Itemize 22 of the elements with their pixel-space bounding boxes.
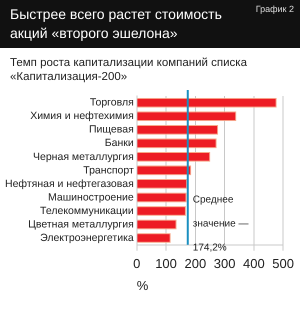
y-tick-label: Пищевая [89,124,134,136]
y-tick-label: Банки [104,137,134,150]
y-tick-label: Торговля [90,96,134,109]
y-tick-label: Машиностроение [48,191,134,204]
chart-title: Быстрее всего растет стоимость акций «второго эшелона» [10,5,223,43]
x-axis-title: % [136,278,149,293]
x-tick-label: 200 [184,256,206,272]
x-tick-label: 300 [214,256,236,272]
text: График 2 [256,4,294,14]
x-tick-label: 0 [133,256,140,272]
chart-subtitle: Темп роста капитализации компаний списка «Капитализация-200» [9,56,248,85]
x-tick-label: 100 [155,256,177,272]
y-tick-label: Химия и нефтехимия [30,110,134,122]
x-tick-label: 500 [272,256,294,272]
y-tick-label: Транспорт [83,164,134,176]
x-tick-label: 400 [243,256,265,272]
text: Среднее значение — 174,2% [192,194,248,254]
y-tick-label: Нефтяная и нефтегазовая [4,178,134,190]
y-tick-label: Телекоммуникации [40,204,134,217]
y-tick-label: Черная металлургия [33,150,134,163]
y-tick-label: Электроэнергетика [40,232,134,244]
y-tick-label: Цветная металлургия [28,218,134,230]
